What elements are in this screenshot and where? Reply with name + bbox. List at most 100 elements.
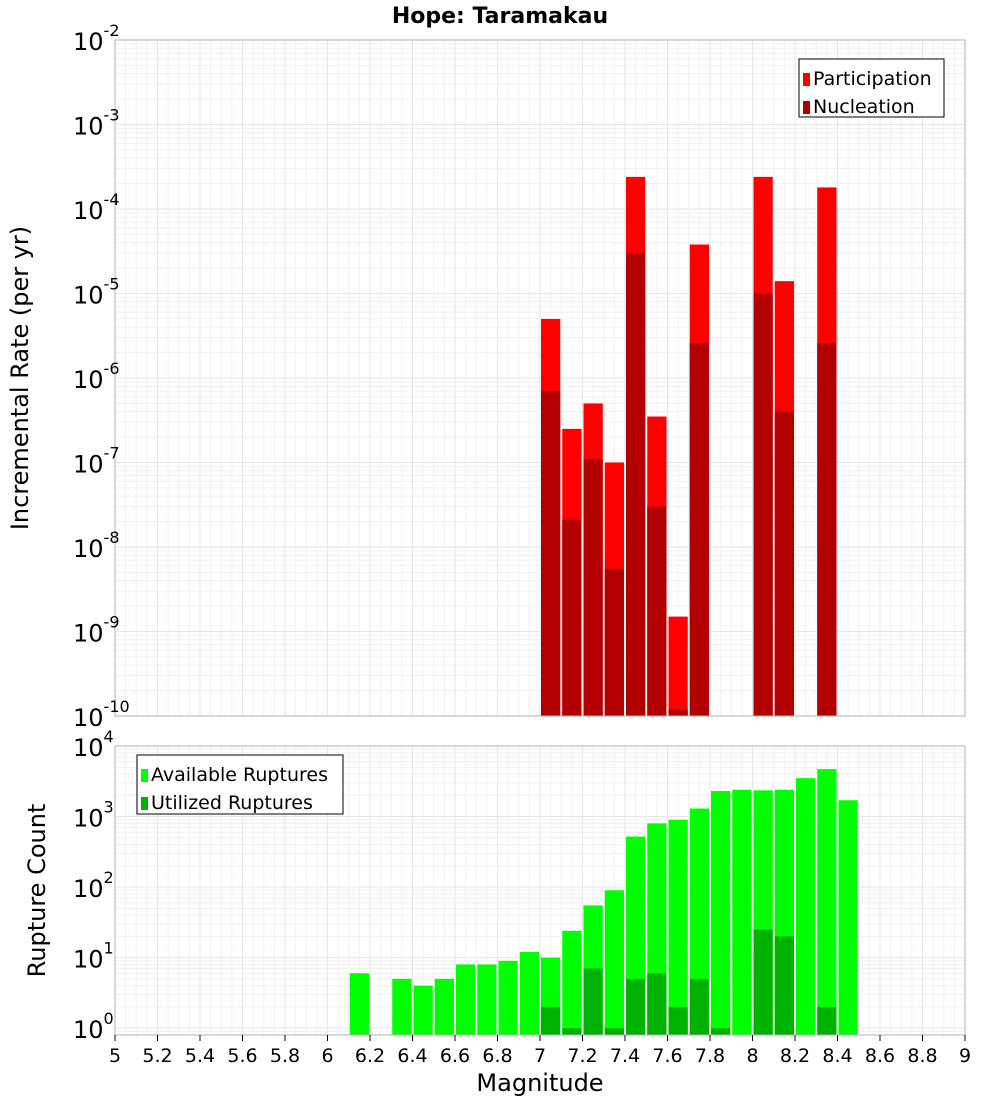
x-tick-label: 8.4	[822, 1045, 852, 1067]
y-tick-label: 10-4	[73, 190, 120, 225]
count-plot: 100 101 102 103 104 Rupture Count 5 5.2 5.4 5.6 5.…	[23, 727, 971, 1097]
x-tick-label: 5.4	[185, 1045, 215, 1067]
y-tick-label: 10-8	[73, 528, 120, 563]
y-tick-labels: 100 101 102 103 104	[73, 727, 114, 1044]
x-tick-label: 8	[746, 1045, 758, 1067]
y-tick-labels: 10-10 10-9 10-8 10-7 10-6 10-5 10-4 10-3 10-2	[73, 21, 130, 732]
bar-available-ruptures	[711, 791, 731, 1035]
x-tick-label: 7.2	[567, 1045, 597, 1067]
legend-box	[798, 58, 945, 118]
y-tick-label: 100	[73, 1009, 114, 1044]
x-tick-label: 7	[534, 1045, 546, 1067]
bar-nucleation	[647, 506, 667, 716]
y-tick-label: 10-2	[73, 21, 120, 56]
bar-available-ruptures	[413, 985, 433, 1035]
bar-available-ruptures	[562, 930, 582, 1035]
legend-swatch	[803, 101, 810, 114]
y-tick-label: 10-7	[73, 444, 120, 479]
legend-label: Participation	[813, 68, 932, 90]
x-tick-label: 7.8	[695, 1045, 725, 1067]
bar-utilized-ruptures	[583, 968, 603, 1035]
bar-available-ruptures	[689, 808, 709, 1035]
x-tick-label: 6.8	[482, 1045, 512, 1067]
bar-nucleation	[668, 709, 688, 716]
bar-nucleation	[604, 568, 624, 716]
bar-utilized-ruptures	[541, 1006, 561, 1035]
y-tick-label: 10-10	[73, 697, 130, 732]
bar-nucleation	[583, 459, 603, 716]
legend-box	[136, 754, 344, 815]
bar-available-ruptures	[456, 964, 476, 1035]
rate-plot: 10-10 10-9 10-8 10-7 10-6 10-5 10-4 10-3 10-2 Inc…	[6, 4, 966, 732]
x-tick-label: 8.8	[907, 1045, 937, 1067]
legend-label: Utilized Ruptures	[151, 792, 313, 814]
bar-utilized-ruptures	[647, 973, 667, 1035]
x-tick-label: 6.2	[355, 1045, 385, 1067]
y-axis-label: Incremental Rate (per yr)	[6, 226, 34, 530]
bar-utilized-ruptures	[711, 1028, 731, 1035]
bars	[349, 769, 858, 1035]
bar-utilized-ruptures	[689, 978, 709, 1035]
legend: Participation Nucleation	[798, 58, 945, 118]
bar-available-ruptures	[838, 800, 858, 1035]
bar-nucleation	[774, 411, 794, 716]
bar-nucleation	[562, 519, 582, 716]
grid	[114, 40, 966, 717]
bar-available-ruptures	[732, 789, 752, 1035]
bar-nucleation	[541, 391, 561, 716]
bar-available-ruptures	[796, 778, 816, 1035]
x-tick-label: 5.8	[270, 1045, 300, 1067]
x-tick-label: 7.6	[652, 1045, 682, 1067]
bar-participation	[668, 616, 688, 716]
x-tick-label: 7.4	[610, 1045, 640, 1067]
y-tick-label: 10-5	[73, 275, 120, 310]
y-tick-label: 104	[73, 727, 114, 762]
bar-available-ruptures	[668, 819, 688, 1035]
x-tick-labels: 5 5.2 5.4 5.6 5.8 6 6.2 6.4 6.6 6.8 7 7.2 7.4 7.6 7.8 8…	[109, 1035, 971, 1067]
bar-utilized-ruptures	[626, 978, 646, 1035]
bar-utilized-ruptures	[753, 929, 773, 1035]
bar-utilized-ruptures	[562, 1028, 582, 1035]
legend-label: Nucleation	[813, 96, 915, 118]
bar-available-ruptures	[349, 973, 369, 1035]
chart-title: Hope: Taramakau	[392, 4, 608, 29]
bar-available-ruptures	[392, 978, 412, 1035]
y-tick-label: 10-6	[73, 359, 120, 394]
x-tick-label: 5.6	[227, 1045, 257, 1067]
bars	[541, 176, 837, 717]
bar-utilized-ruptures	[817, 1006, 837, 1035]
bar-nucleation	[689, 342, 709, 716]
bar-available-ruptures	[477, 964, 497, 1035]
x-tick-label: 6	[321, 1045, 333, 1067]
y-tick-label: 103	[73, 798, 114, 833]
x-tick-label: 8.6	[865, 1045, 895, 1067]
x-tick-label: 5	[109, 1045, 121, 1067]
bar-available-ruptures	[434, 978, 454, 1035]
x-tick-label: 8.2	[780, 1045, 810, 1067]
bar-available-ruptures	[604, 890, 624, 1035]
bar-utilized-ruptures	[604, 1028, 624, 1035]
x-tick-label: 9	[959, 1045, 971, 1067]
x-tick-label: 6.4	[397, 1045, 427, 1067]
x-axis-label: Magnitude	[476, 1069, 603, 1097]
bar-utilized-ruptures	[668, 1006, 688, 1035]
x-tick-label: 5.2	[142, 1045, 172, 1067]
y-axis-label: Rupture Count	[23, 804, 51, 978]
bar-utilized-ruptures	[774, 936, 794, 1035]
y-tick-label: 101	[73, 939, 114, 974]
legend-swatch	[803, 73, 810, 86]
legend-swatch	[141, 769, 148, 782]
legend-swatch	[141, 797, 148, 810]
bar-nucleation	[753, 293, 773, 716]
y-tick-label: 10-9	[73, 613, 120, 648]
legend-label: Available Ruptures	[151, 764, 328, 786]
plot-frame	[114, 39, 966, 717]
bar-available-ruptures	[519, 952, 539, 1035]
legend: Available Ruptures Utilized Ruptures	[136, 754, 344, 815]
bar-nucleation	[817, 342, 837, 716]
bar-available-ruptures	[498, 960, 518, 1035]
bar-available-ruptures	[817, 769, 837, 1035]
bar-nucleation	[626, 253, 646, 716]
y-tick-label: 10-3	[73, 106, 120, 141]
